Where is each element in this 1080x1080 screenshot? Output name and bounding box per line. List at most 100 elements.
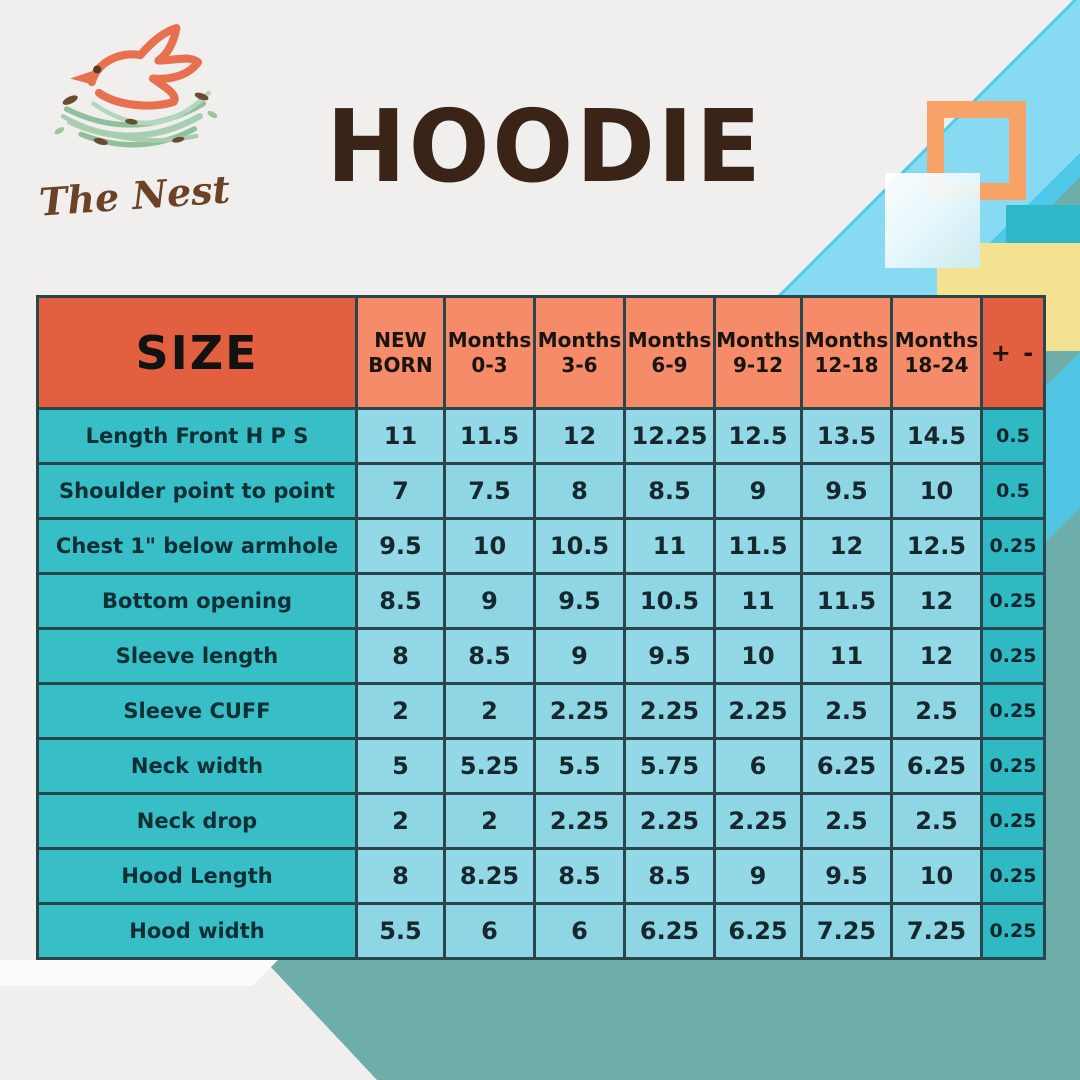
column-header: NEW BORN [355,295,446,410]
table-row: Sleeve CUFF 2 2 2.25 2.25 2.25 2.5 2.5 0.25 [36,682,1046,740]
size-value-cell: 7.25 [890,902,983,960]
size-value-cell: 5.25 [443,737,536,795]
size-value-cell: 7 [355,462,446,520]
size-value-cell: 8.5 [355,572,446,630]
size-value-cell: 10.5 [623,572,716,630]
table-row: Hood width 5.5 6 6 6.25 6.25 7.25 7.25 0.25 [36,902,1046,960]
size-value-cell: 6.25 [623,902,716,960]
size-value-cell: 2 [355,682,446,740]
size-value-cell: 12.5 [713,407,803,465]
table-row: Shoulder point to point 7 7.5 8 8.5 9 9.5 10 0.5 [36,462,1046,520]
size-value-cell: 12 [890,627,983,685]
page-title: HOODIE [326,88,764,205]
size-value-cell: 11 [623,517,716,575]
size-header: SIZE [36,295,358,410]
tolerance-cell: 0.5 [980,407,1046,465]
tolerance-cell: 0.25 [980,682,1046,740]
size-value-cell: 14.5 [890,407,983,465]
tolerance-cell: 0.25 [980,517,1046,575]
tolerance-header: + - [980,295,1046,410]
size-value-cell: 2 [355,792,446,850]
row-label: Hood width [36,902,358,960]
size-value-cell: 13.5 [800,407,893,465]
row-label: Hood Length [36,847,358,905]
size-value-cell: 10 [890,462,983,520]
size-value-cell: 2.25 [533,682,626,740]
table-row: Neck width 5 5.25 5.5 5.75 6 6.25 6.25 0.25 [36,737,1046,795]
row-label: Shoulder point to point [36,462,358,520]
tolerance-cell: 0.25 [980,902,1046,960]
table-row: Length Front H P S 11 11.5 12 12.25 12.5 13.5 1… [36,407,1046,465]
size-value-cell: 5.75 [623,737,716,795]
row-label: Sleeve CUFF [36,682,358,740]
column-header: Months 18-24 [890,295,983,410]
size-value-cell: 12 [533,407,626,465]
size-value-cell: 11 [800,627,893,685]
tolerance-cell: 0.25 [980,792,1046,850]
size-value-cell: 10 [443,517,536,575]
size-value-cell: 2.5 [800,792,893,850]
row-label: Length Front H P S [36,407,358,465]
size-value-cell: 8.5 [623,462,716,520]
size-value-cell: 11.5 [443,407,536,465]
column-header: Months 12-18 [800,295,893,410]
table-row: Sleeve length 8 8.5 9 9.5 10 11 12 0.25 [36,627,1046,685]
size-value-cell: 10 [890,847,983,905]
table-row: Neck drop 2 2 2.25 2.25 2.25 2.5 2.5 0.25 [36,792,1046,850]
size-value-cell: 9 [443,572,536,630]
size-value-cell: 11.5 [800,572,893,630]
size-value-cell: 2 [443,792,536,850]
table-row: Bottom opening 8.5 9 9.5 10.5 11 11.5 12 0.25 [36,572,1046,630]
size-value-cell: 8.5 [623,847,716,905]
decor-white-strip [0,960,278,986]
row-label: Bottom opening [36,572,358,630]
size-value-cell: 12.5 [890,517,983,575]
size-value-cell: 12 [800,517,893,575]
size-value-cell: 7.5 [443,462,536,520]
size-value-cell: 10 [713,627,803,685]
tolerance-cell: 0.25 [980,572,1046,630]
size-value-cell: 2.25 [533,792,626,850]
size-value-cell: 8 [355,847,446,905]
decor-white-square [885,173,980,268]
row-label: Sleeve length [36,627,358,685]
size-value-cell: 12 [890,572,983,630]
size-chart-table: SIZE NEW BORN Months 0-3 Months 3-6 Months 6-9 M… [36,295,1046,960]
size-value-cell: 9.5 [355,517,446,575]
column-header: Months 0-3 [443,295,536,410]
size-value-cell: 2.5 [800,682,893,740]
size-value-cell: 9.5 [623,627,716,685]
size-value-cell: 9 [533,627,626,685]
size-value-cell: 12.25 [623,407,716,465]
size-value-cell: 5.5 [533,737,626,795]
size-value-cell: 2.25 [713,792,803,850]
tolerance-cell: 0.25 [980,627,1046,685]
size-value-cell: 9.5 [800,847,893,905]
size-value-cell: 6.25 [800,737,893,795]
column-header: Months 9-12 [713,295,803,410]
size-chart: SIZE NEW BORN Months 0-3 Months 3-6 Months 6-9 M… [36,295,1046,960]
size-value-cell: 8 [533,462,626,520]
size-value-cell: 6.25 [890,737,983,795]
size-value-cell: 6.25 [713,902,803,960]
size-value-cell: 9 [713,462,803,520]
size-value-cell: 6 [443,902,536,960]
tolerance-cell: 0.25 [980,737,1046,795]
row-label: Neck width [36,737,358,795]
size-value-cell: 2.5 [890,682,983,740]
size-value-cell: 2.5 [890,792,983,850]
brand-logo: The Nest [32,14,237,225]
row-label: Neck drop [36,792,358,850]
size-value-cell: 2.25 [623,792,716,850]
size-value-cell: 9.5 [800,462,893,520]
size-value-cell: 2 [443,682,536,740]
table-row: Chest 1" below armhole 9.5 10 10.5 11 11.5 12 1… [36,517,1046,575]
table-header-row: SIZE NEW BORN Months 0-3 Months 3-6 Months 6-9 M… [36,295,1046,410]
column-header: Months 3-6 [533,295,626,410]
size-value-cell: 5 [355,737,446,795]
bird-nest-logo-icon [54,24,217,148]
row-label: Chest 1" below armhole [36,517,358,575]
size-value-cell: 8.5 [533,847,626,905]
size-value-cell: 9.5 [533,572,626,630]
size-value-cell: 6 [533,902,626,960]
